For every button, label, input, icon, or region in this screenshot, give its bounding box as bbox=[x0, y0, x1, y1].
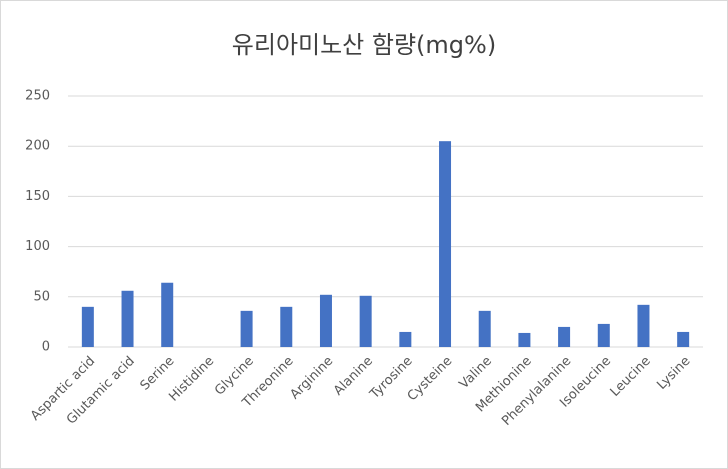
y-tick-label: 250 bbox=[25, 89, 50, 104]
y-tick-label: 150 bbox=[25, 189, 50, 204]
y-tick-label: 200 bbox=[25, 139, 50, 154]
bar bbox=[478, 310, 491, 347]
bar bbox=[597, 323, 610, 347]
bar bbox=[399, 331, 412, 347]
bar bbox=[439, 141, 452, 347]
bar bbox=[558, 326, 571, 347]
bar bbox=[161, 282, 174, 347]
y-tick-label: 0 bbox=[42, 340, 50, 355]
bar bbox=[359, 295, 372, 347]
bar bbox=[319, 294, 332, 347]
bar bbox=[81, 306, 94, 347]
bar bbox=[677, 331, 690, 347]
y-tick-label: 100 bbox=[25, 239, 50, 254]
chart-title: 유리아미노산 함량(mg%) bbox=[232, 31, 496, 59]
bar bbox=[280, 306, 293, 347]
bar bbox=[637, 304, 650, 347]
bar bbox=[121, 290, 134, 347]
bar bbox=[240, 310, 253, 347]
bar bbox=[518, 332, 531, 347]
y-tick-label: 50 bbox=[33, 289, 50, 304]
